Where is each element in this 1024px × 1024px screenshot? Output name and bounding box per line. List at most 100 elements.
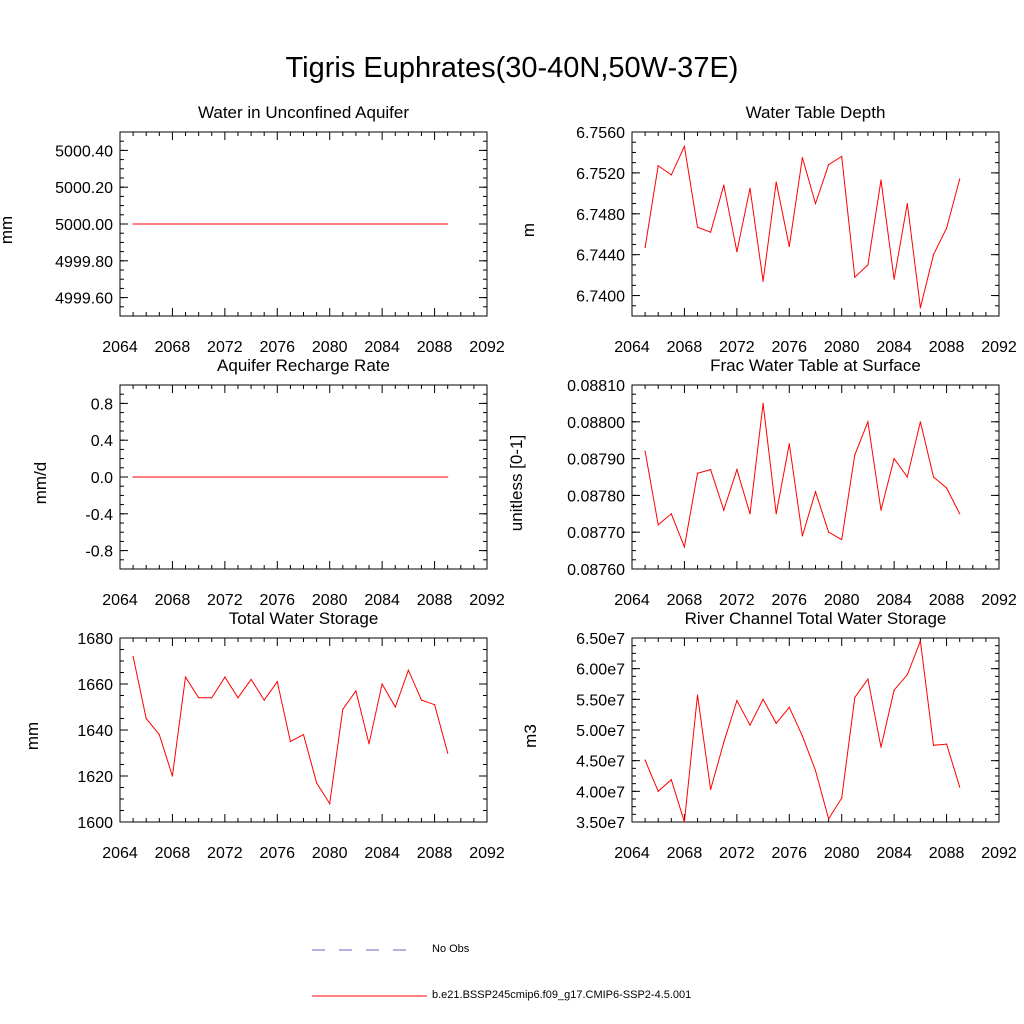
data-point: [329, 223, 331, 225]
x-tick-label: 2076: [259, 339, 295, 356]
x-tick-label: 2072: [207, 592, 243, 609]
data-point: [762, 280, 764, 282]
x-tick-label: 2084: [876, 592, 912, 609]
x-tick-label: 2088: [417, 845, 453, 862]
legend-swatches: [312, 949, 427, 997]
panel-title: Water in Unconfined Aquifer: [198, 103, 409, 122]
y-axis-label: unitless [0-1]: [507, 435, 526, 531]
data-point: [867, 678, 869, 680]
data-point: [867, 421, 869, 423]
x-tick-label: 2076: [771, 339, 807, 356]
data-point: [145, 476, 147, 478]
data-point: [276, 681, 278, 683]
data-point: [893, 689, 895, 691]
data-point: [263, 476, 265, 478]
data-point: [867, 264, 869, 266]
y-tick-label: 5.50e7: [576, 692, 625, 709]
data-point: [355, 223, 357, 225]
data-point: [945, 743, 948, 745]
x-tick-label: 2080: [312, 845, 348, 862]
data-point: [184, 676, 187, 678]
data-point: [828, 164, 830, 166]
x-tick-label: 2084: [364, 592, 400, 609]
x-tick-label: 2076: [771, 845, 807, 862]
x-tick-label: 2092: [469, 339, 505, 356]
data-point: [250, 476, 252, 478]
data-point: [828, 818, 830, 820]
x-tick-label: 2068: [155, 339, 191, 356]
data-point: [407, 223, 409, 225]
x-tick-label: 2092: [469, 845, 505, 862]
data-point: [289, 740, 291, 743]
y-axis-label: mm: [23, 722, 42, 750]
data-point: [959, 178, 961, 180]
y-tick-label: 5.00e7: [576, 723, 625, 740]
x-tick-label: 2068: [667, 592, 703, 609]
data-point: [289, 223, 291, 225]
data-point: [762, 402, 764, 404]
x-tick-label: 2084: [364, 845, 400, 862]
x-tick-label: 2064: [102, 592, 138, 609]
data-point: [683, 821, 686, 823]
panel-title: Water Table Depth: [746, 103, 886, 122]
y-tick-label: 1600: [77, 815, 113, 832]
data-point: [906, 476, 908, 478]
series-line: [644, 640, 961, 823]
data-point: [316, 476, 318, 478]
data-point: [723, 741, 725, 743]
x-tick-label: 2068: [667, 845, 703, 862]
y-tick-label: 1640: [77, 723, 113, 740]
x-tick-label: 2080: [824, 339, 860, 356]
data-point: [302, 223, 305, 225]
panel-1: 2064 2068 2072 2076 2080 2084 2088 2092 4999.60 4…: [0, 103, 505, 356]
data-point: [854, 454, 856, 456]
data-point: [828, 531, 830, 533]
data-point: [880, 179, 882, 181]
x-tick-label: 2088: [929, 845, 965, 862]
data-point: [237, 697, 239, 699]
data-point: [841, 155, 843, 158]
plot-frame: [631, 384, 1000, 570]
data-point: [158, 476, 160, 478]
y-tick-label: 4999.80: [55, 254, 113, 271]
y-tick-label: -0.8: [85, 544, 113, 561]
data-point: [788, 245, 790, 248]
x-tick-label: 2092: [469, 592, 505, 609]
y-tick-label: 6.7520: [576, 166, 625, 183]
panel-title: Frac Water Table at Surface: [710, 356, 921, 375]
x-tick-label: 2092: [981, 339, 1017, 356]
data-point: [644, 759, 646, 761]
data-point: [368, 743, 370, 745]
data-point: [723, 509, 725, 511]
x-tick-label: 2068: [155, 592, 191, 609]
x-tick-label: 2080: [824, 845, 860, 862]
x-tick-label: 2072: [207, 845, 243, 862]
data-point: [198, 223, 200, 225]
data-point: [263, 699, 265, 701]
data-point: [342, 708, 344, 710]
y-tick-label: 4999.60: [55, 291, 113, 308]
data-point: [814, 491, 817, 493]
panel-5: 2064 2068 2072 2076 2080 2084 2088 2092 1600 1620…: [23, 609, 505, 862]
data-point: [801, 535, 803, 537]
y-tick-label: 4.00e7: [576, 784, 625, 801]
series-line: [132, 656, 449, 806]
y-tick-label: 6.7560: [576, 125, 625, 142]
data-point: [355, 476, 357, 478]
data-point: [788, 706, 790, 708]
panel-2: 2064 2068 2072 2076 2080 2084 2088 2092 6.7400 6.…: [519, 103, 1017, 356]
y-tick-label: 4.50e7: [576, 754, 625, 771]
y-tick-label: 1660: [77, 677, 113, 694]
data-point: [814, 202, 817, 205]
data-point: [670, 174, 672, 176]
data-point: [749, 187, 751, 189]
panel-title: Aquifer Recharge Rate: [217, 356, 390, 375]
data-point: [801, 156, 803, 159]
plot-frame: [119, 637, 488, 823]
data-point: [854, 276, 856, 278]
data-point: [407, 669, 409, 671]
data-point: [276, 476, 278, 478]
panel-3: 2064 2068 2072 2076 2080 2084 2088 2092 -0.8 -0.4…: [31, 356, 505, 609]
panel-title: River Channel Total Water Storage: [685, 609, 947, 628]
x-tick-label: 2084: [364, 339, 400, 356]
